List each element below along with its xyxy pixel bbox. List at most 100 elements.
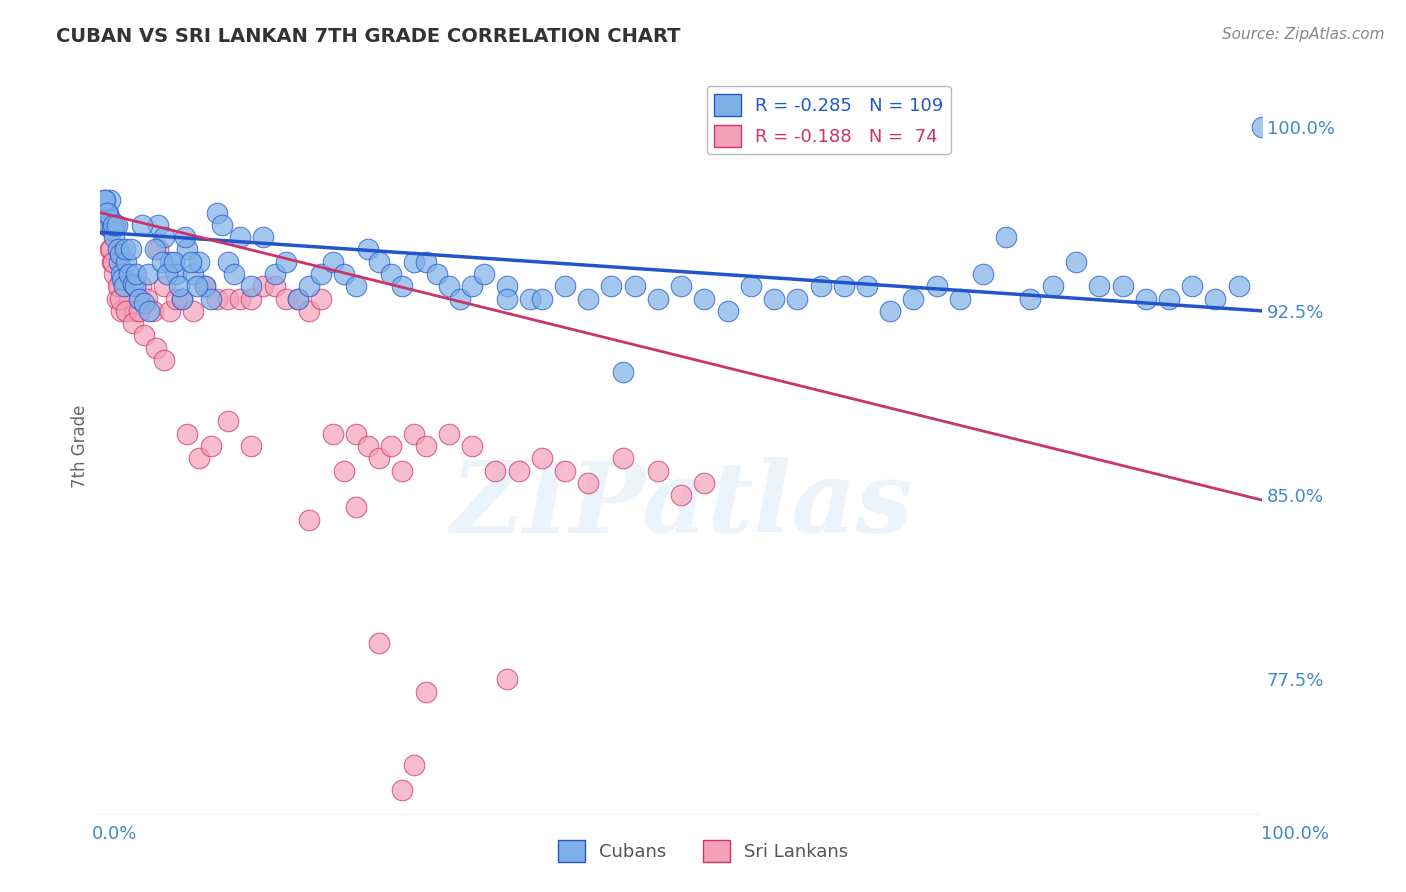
Point xyxy=(194,279,217,293)
Point xyxy=(298,279,321,293)
Point xyxy=(101,254,124,268)
Point xyxy=(98,194,121,208)
Point xyxy=(1227,279,1250,293)
Point xyxy=(110,303,132,318)
Point xyxy=(669,279,692,293)
Point xyxy=(322,254,344,268)
Point xyxy=(530,292,553,306)
Point xyxy=(1042,279,1064,293)
Point xyxy=(143,243,166,257)
Point xyxy=(128,303,150,318)
Point xyxy=(165,267,187,281)
Point xyxy=(153,230,176,244)
Point xyxy=(217,414,239,428)
Point xyxy=(124,303,146,318)
Point xyxy=(108,279,131,293)
Point xyxy=(229,292,252,306)
Point xyxy=(368,254,391,268)
Point xyxy=(112,279,135,293)
Point xyxy=(1157,292,1180,306)
Text: Source: ZipAtlas.com: Source: ZipAtlas.com xyxy=(1222,27,1385,42)
Point xyxy=(148,218,170,232)
Point xyxy=(108,292,131,306)
Point xyxy=(496,292,519,306)
Point xyxy=(554,464,576,478)
Point xyxy=(415,684,437,698)
Point xyxy=(879,303,901,318)
Point xyxy=(96,218,118,232)
Point xyxy=(1064,254,1087,268)
Point xyxy=(263,279,285,293)
Point xyxy=(1204,292,1226,306)
Point xyxy=(148,243,170,257)
Point xyxy=(150,254,173,268)
Point xyxy=(110,267,132,281)
Point xyxy=(276,292,298,306)
Text: CUBAN VS SRI LANKAN 7TH GRADE CORRELATION CHART: CUBAN VS SRI LANKAN 7TH GRADE CORRELATIO… xyxy=(56,27,681,45)
Point xyxy=(240,439,263,453)
Point xyxy=(100,243,122,257)
Point xyxy=(402,426,425,441)
Point xyxy=(205,205,228,219)
Point xyxy=(188,451,211,466)
Point xyxy=(135,292,157,306)
Point xyxy=(380,439,402,453)
Point xyxy=(449,292,471,306)
Point xyxy=(118,267,141,281)
Point xyxy=(508,464,530,478)
Point xyxy=(122,316,145,330)
Point xyxy=(169,279,191,293)
Point xyxy=(356,243,378,257)
Point xyxy=(100,213,122,227)
Point xyxy=(240,292,263,306)
Point xyxy=(155,267,177,281)
Point xyxy=(368,451,391,466)
Point xyxy=(96,218,118,232)
Point xyxy=(380,267,402,281)
Point xyxy=(612,451,634,466)
Point xyxy=(96,205,118,219)
Point xyxy=(181,303,204,318)
Point xyxy=(104,218,127,232)
Point xyxy=(101,218,124,232)
Point xyxy=(287,292,309,306)
Point xyxy=(810,279,832,293)
Point xyxy=(186,279,208,293)
Point xyxy=(125,267,148,281)
Point xyxy=(1135,292,1157,306)
Point xyxy=(530,451,553,466)
Point xyxy=(153,353,176,368)
Point xyxy=(1251,120,1274,134)
Point xyxy=(142,303,165,318)
Point xyxy=(1111,279,1133,293)
Point xyxy=(176,243,198,257)
Point xyxy=(344,279,367,293)
Point xyxy=(1181,279,1204,293)
Point xyxy=(623,279,645,293)
Point xyxy=(108,247,131,261)
Point xyxy=(96,218,118,232)
Point xyxy=(344,500,367,515)
Point xyxy=(115,303,138,318)
Point xyxy=(437,426,460,441)
Text: 100.0%: 100.0% xyxy=(1261,825,1329,843)
Point xyxy=(134,328,156,343)
Point xyxy=(786,292,808,306)
Point xyxy=(1088,279,1111,293)
Point xyxy=(333,464,356,478)
Point xyxy=(402,758,425,772)
Point xyxy=(252,279,274,293)
Point xyxy=(134,296,156,310)
Point xyxy=(115,254,138,268)
Point xyxy=(103,267,125,281)
Point xyxy=(576,475,599,490)
Point xyxy=(402,254,425,268)
Point xyxy=(138,303,160,318)
Point xyxy=(205,292,228,306)
Legend: R = -0.285   N = 109, R = -0.188   N =  74: R = -0.285 N = 109, R = -0.188 N = 74 xyxy=(707,87,950,154)
Point xyxy=(484,464,506,478)
Point xyxy=(368,635,391,649)
Point xyxy=(107,279,129,293)
Point xyxy=(118,292,141,306)
Point xyxy=(105,292,128,306)
